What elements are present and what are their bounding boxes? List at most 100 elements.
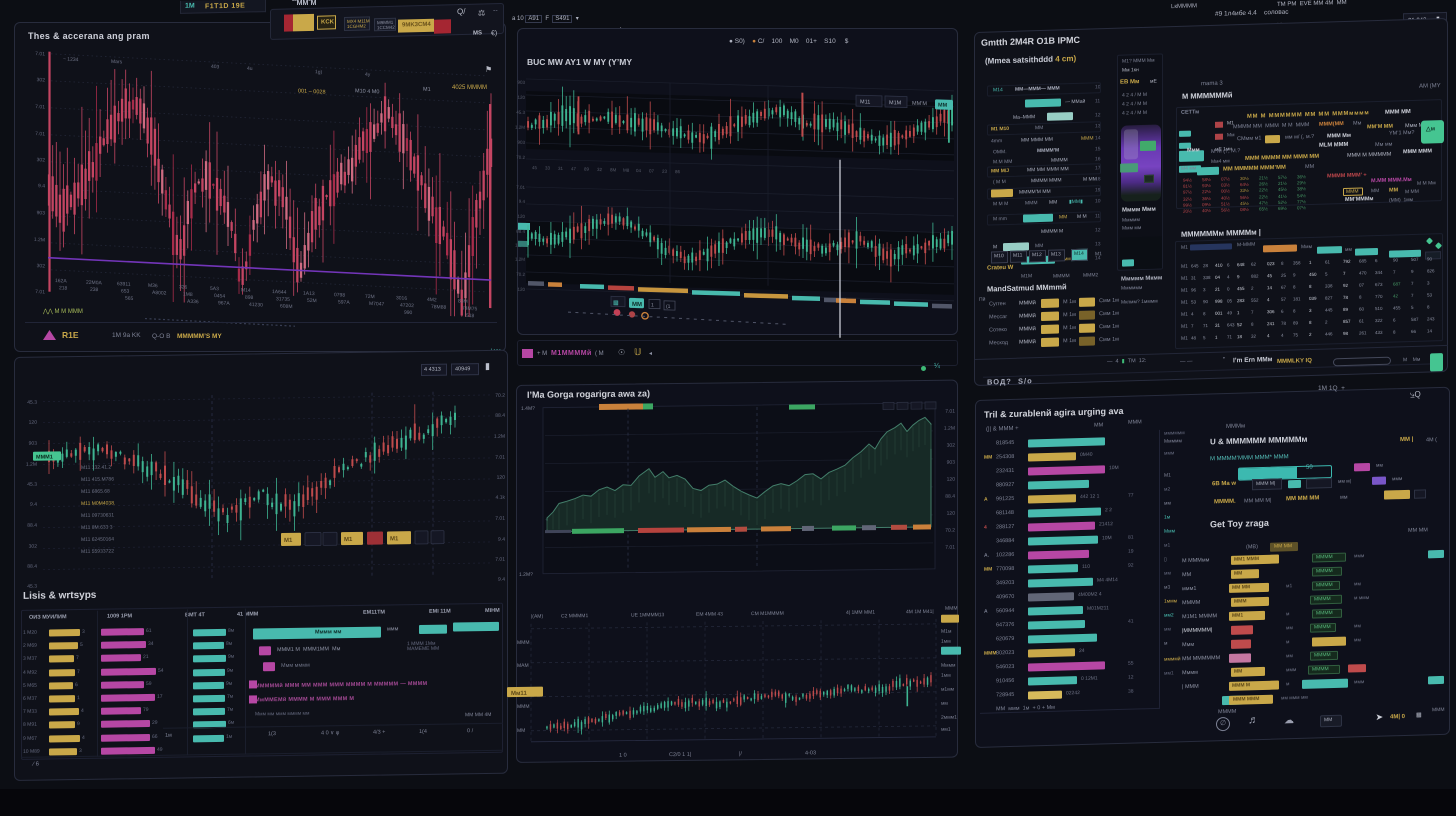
svg-text:MMM1: MMM1 — [36, 454, 53, 460]
svg-text:2ммм1: 2ммм1 — [941, 715, 957, 721]
svg-text:1мм: 1мм — [941, 639, 951, 645]
svg-text:41230: 41230 — [249, 302, 263, 309]
svg-text:~ 1234: ~ 1234 — [63, 56, 79, 63]
svg-text:4y: 4y — [365, 72, 371, 78]
svg-text:9.4: 9.4 — [498, 577, 505, 583]
svg-text:M11 8M.633 3: M11 8M.633 3 — [81, 525, 113, 531]
svg-text:0454: 0454 — [214, 293, 225, 300]
svg-text:518: 518 — [466, 313, 475, 319]
svg-text:MMM: MMM — [517, 704, 529, 710]
svg-text:4-03: 4-03 — [805, 750, 816, 756]
svg-text:22M0A: 22M0A — [86, 280, 102, 287]
svg-text:238: 238 — [90, 287, 99, 293]
svg-text:9.4: 9.4 — [519, 199, 526, 204]
svg-text:1мм: 1мм — [941, 673, 951, 679]
svg-text:M11 62450164: M11 62450164 — [81, 537, 114, 543]
svg-text:74M75: 74M75 — [462, 306, 477, 313]
svg-text:302: 302 — [37, 157, 46, 163]
svg-text:47202: 47202 — [400, 302, 414, 309]
svg-text:0798: 0798 — [334, 292, 345, 299]
svg-text:52M: 52M — [307, 298, 317, 304]
svg-text:M11 09730631: M11 09730631 — [81, 513, 114, 519]
svg-text:M1: M1 — [284, 538, 293, 544]
svg-text:32: 32 — [597, 167, 603, 172]
svg-text:MM: MM — [938, 102, 948, 108]
svg-text:8M: 8M — [610, 167, 617, 172]
svg-text:70.2: 70.2 — [516, 155, 525, 160]
svg-text:M1: M1 — [344, 537, 353, 543]
svg-text:9.4: 9.4 — [30, 502, 37, 508]
svg-text:MM: MM — [632, 302, 642, 308]
svg-text:M10 4 M0: M10 4 M0 — [355, 88, 379, 95]
svg-text:903: 903 — [517, 140, 525, 145]
svg-text:7.01: 7.01 — [35, 104, 45, 110]
svg-text:9.4: 9.4 — [38, 183, 45, 189]
svg-text:31: 31 — [558, 166, 564, 171]
svg-text:9.4: 9.4 — [498, 537, 505, 543]
svg-text:903: 903 — [947, 460, 956, 466]
svg-text:A336: A336 — [187, 299, 199, 306]
svg-text:903: 903 — [29, 441, 38, 447]
svg-text:326: 326 — [179, 284, 188, 290]
svg-text:88.4: 88.4 — [27, 564, 37, 570]
svg-text:▦: ▦ — [613, 300, 619, 306]
svg-text:70.2: 70.2 — [945, 528, 955, 534]
svg-text:120: 120 — [29, 420, 38, 426]
svg-text:M11: M11 — [860, 99, 870, 105]
svg-text:120: 120 — [497, 475, 506, 481]
svg-text:1.2M: 1.2M — [515, 125, 525, 130]
svg-text:A8002: A8002 — [152, 290, 167, 297]
svg-text:1.2M: 1.2M — [26, 462, 37, 468]
svg-text:120: 120 — [947, 511, 956, 517]
svg-text:M1M: M1M — [889, 100, 902, 106]
svg-text:1.4M?: 1.4M? — [521, 406, 535, 412]
svg-text:001 – 0028: 001 – 0028 — [298, 88, 326, 95]
svg-text:M1м: M1м — [941, 629, 952, 635]
svg-text:|(AM): |(AM) — [531, 614, 543, 620]
svg-text:218: 218 — [59, 285, 68, 291]
svg-text:967A: 967A — [218, 300, 230, 307]
svg-text:M8: M8 — [623, 168, 630, 173]
svg-text:M1: M1 — [423, 87, 431, 93]
svg-text:653: 653 — [121, 288, 130, 294]
svg-text:608M: 608M — [280, 303, 293, 310]
svg-text:45: 45 — [532, 165, 538, 170]
svg-text:302: 302 — [947, 443, 956, 449]
svg-text:7.01: 7.01 — [945, 545, 955, 551]
svg-text:1M8: 1M8 — [183, 291, 193, 297]
svg-text:MM: MM — [517, 728, 525, 734]
svg-text:45.3: 45.3 — [27, 482, 37, 488]
svg-text:120: 120 — [517, 95, 525, 100]
svg-text:47: 47 — [571, 166, 577, 171]
svg-text:45.3: 45.3 — [27, 584, 37, 590]
svg-text:4.1k: 4.1k — [496, 495, 506, 501]
svg-text:M14: M14 — [241, 287, 251, 293]
svg-text:120: 120 — [517, 287, 525, 292]
svg-text:903: 903 — [37, 210, 46, 216]
svg-text:M11 M0M4038.: M11 M0M4038. — [81, 500, 115, 507]
svg-text:5A3: 5A3 — [210, 286, 219, 292]
svg-text:M11 132.41.2: M11 132.41.2 — [81, 465, 111, 471]
svg-text:MAM: MAM — [517, 663, 529, 669]
svg-text:7.01: 7.01 — [495, 557, 505, 563]
svg-text:MM’M: MM’M — [912, 101, 927, 107]
svg-text:мм1: мм1 — [941, 727, 951, 733]
svg-text:120: 120 — [517, 214, 525, 219]
svg-text:120: 120 — [947, 477, 956, 483]
svg-text:1.2M: 1.2M — [34, 237, 45, 244]
svg-text:7.01: 7.01 — [495, 455, 505, 461]
svg-text:4u: 4u — [247, 66, 253, 72]
svg-text:UE 1MMMM13: UE 1MMMM13 — [631, 612, 665, 618]
svg-text:1.2M: 1.2M — [944, 426, 955, 432]
svg-text:45.3: 45.3 — [516, 110, 525, 115]
svg-text:M11 415.M786: M11 415.M786 — [81, 477, 114, 483]
svg-text:C2 MMMM1: C2 MMMM1 — [561, 613, 588, 619]
svg-text:1 0: 1 0 — [619, 753, 627, 759]
svg-text:88.4: 88.4 — [27, 523, 37, 529]
svg-text:4M2: 4M2 — [427, 297, 437, 303]
svg-text:м1мм: м1мм — [941, 687, 955, 693]
svg-text:70.2: 70.2 — [516, 272, 525, 277]
svg-text:78M88: 78M88 — [431, 304, 446, 311]
svg-text:CM M1MMMM: CM M1MMMM — [751, 611, 784, 617]
svg-text:70.2: 70.2 — [495, 393, 505, 399]
